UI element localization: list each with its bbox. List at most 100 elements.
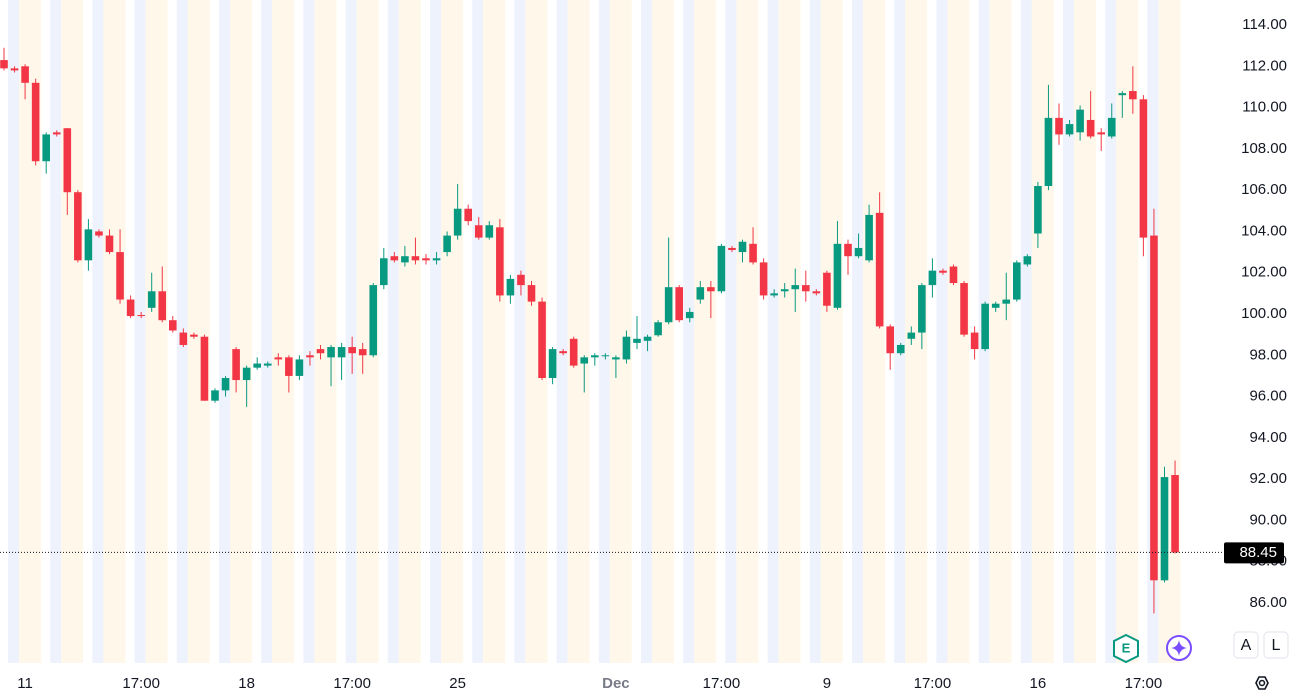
plot: 86.0088.0090.0092.0094.0096.0098.00100.0…	[0, 16, 1287, 692]
last-price-box	[1224, 542, 1284, 564]
candle-body	[654, 322, 662, 336]
candle-body	[263, 363, 272, 366]
candle-body	[527, 285, 536, 302]
auto-label: A	[1241, 637, 1252, 654]
candle-body	[696, 287, 705, 300]
candle-body	[316, 349, 325, 354]
candle-body	[211, 390, 219, 401]
candle-body	[548, 349, 557, 378]
candle-body	[802, 285, 810, 292]
candle-body	[221, 377, 230, 391]
candle-body	[875, 212, 884, 327]
candle-body	[453, 208, 462, 236]
y-tick-label: 94.00	[1249, 429, 1287, 446]
candle-body	[42, 134, 50, 162]
candle-body	[749, 243, 757, 263]
x-tick-label: 25	[449, 675, 466, 692]
candle-body	[169, 320, 177, 331]
candle-body	[306, 355, 314, 358]
y-tick-label: 86.00	[1249, 594, 1287, 611]
y-tick-label: 106.00	[1241, 181, 1287, 198]
log-label: L	[1272, 637, 1281, 654]
candle-body	[1002, 299, 1011, 304]
ai-icon[interactable]	[1166, 635, 1192, 661]
candle-body	[242, 367, 251, 381]
candle-body	[569, 338, 578, 366]
candle-body	[833, 243, 842, 308]
candle-body	[295, 359, 304, 376]
y-tick-label: 112.00	[1242, 57, 1287, 74]
candle-body	[63, 128, 72, 193]
candle-body	[126, 299, 135, 317]
candle-body	[253, 363, 261, 368]
candle-body	[348, 347, 356, 354]
candle-body	[633, 338, 641, 343]
candle-body	[401, 256, 409, 263]
candle-body	[1023, 256, 1032, 265]
candle-body	[664, 287, 673, 323]
candle-body	[1171, 475, 1179, 553]
candle-body	[1097, 132, 1105, 135]
candle-body	[896, 344, 905, 354]
candle-body	[147, 291, 156, 308]
candle-body	[622, 336, 631, 360]
candle-body	[928, 270, 937, 286]
candle-body	[823, 272, 831, 306]
session-bands	[0, 0, 1185, 663]
x-tick-label: 17:00	[333, 675, 371, 692]
candle-body	[918, 285, 926, 333]
log-button[interactable]: L	[1263, 631, 1289, 659]
candle-body	[538, 301, 546, 378]
candle-body	[31, 82, 40, 162]
earnings-icon[interactable]: E	[1113, 633, 1139, 664]
candle-body	[728, 247, 736, 251]
candle-body	[949, 266, 958, 284]
candle-body	[158, 291, 167, 321]
candle-body	[580, 357, 589, 364]
candle-body	[865, 214, 873, 261]
x-tick-label: Dec	[602, 675, 630, 692]
candle-body	[380, 258, 388, 286]
candle-body	[232, 349, 240, 381]
y-tick-label: 104.00	[1241, 222, 1287, 239]
y-tick-label: 96.00	[1249, 388, 1287, 405]
candle-body	[474, 225, 483, 238]
candle-body	[390, 256, 399, 261]
x-tick-label: 18	[238, 675, 255, 692]
settings-icon[interactable]	[1255, 676, 1269, 690]
candle-body	[1139, 99, 1148, 238]
candle-body	[991, 303, 1000, 308]
x-tick-label: 17:00	[122, 675, 160, 692]
candle-body	[601, 355, 610, 357]
candle-body	[1160, 477, 1169, 581]
x-tick-label: 17:00	[914, 675, 952, 692]
candle-body	[517, 274, 525, 286]
candle-body	[1013, 262, 1021, 300]
candle-body	[791, 285, 800, 290]
candle-body	[759, 262, 768, 296]
auto-button[interactable]: A	[1233, 631, 1259, 659]
candle-body	[981, 303, 989, 350]
candle-body	[591, 355, 599, 358]
candle-body	[10, 68, 19, 71]
candle-body	[84, 229, 93, 261]
candle-body	[1129, 91, 1137, 100]
candle-body	[337, 347, 346, 358]
candle-body	[612, 357, 620, 360]
candle-body	[369, 285, 378, 356]
x-tick-label: 16	[1030, 675, 1047, 692]
earnings-label: E	[1122, 640, 1131, 655]
x-tick-label: 17:00	[1125, 675, 1163, 692]
candle-body	[105, 235, 114, 253]
candle-body	[960, 283, 968, 335]
candle-body	[21, 66, 29, 83]
candle-body	[939, 270, 947, 273]
candle-body	[116, 252, 124, 300]
candle-body	[1107, 117, 1116, 137]
candle-body	[643, 336, 652, 341]
candle-body	[812, 291, 821, 294]
candle-body	[506, 278, 515, 296]
y-tick-label: 114.00	[1242, 16, 1287, 33]
x-tick-label: 11	[17, 675, 33, 692]
candle-body	[1086, 119, 1095, 137]
